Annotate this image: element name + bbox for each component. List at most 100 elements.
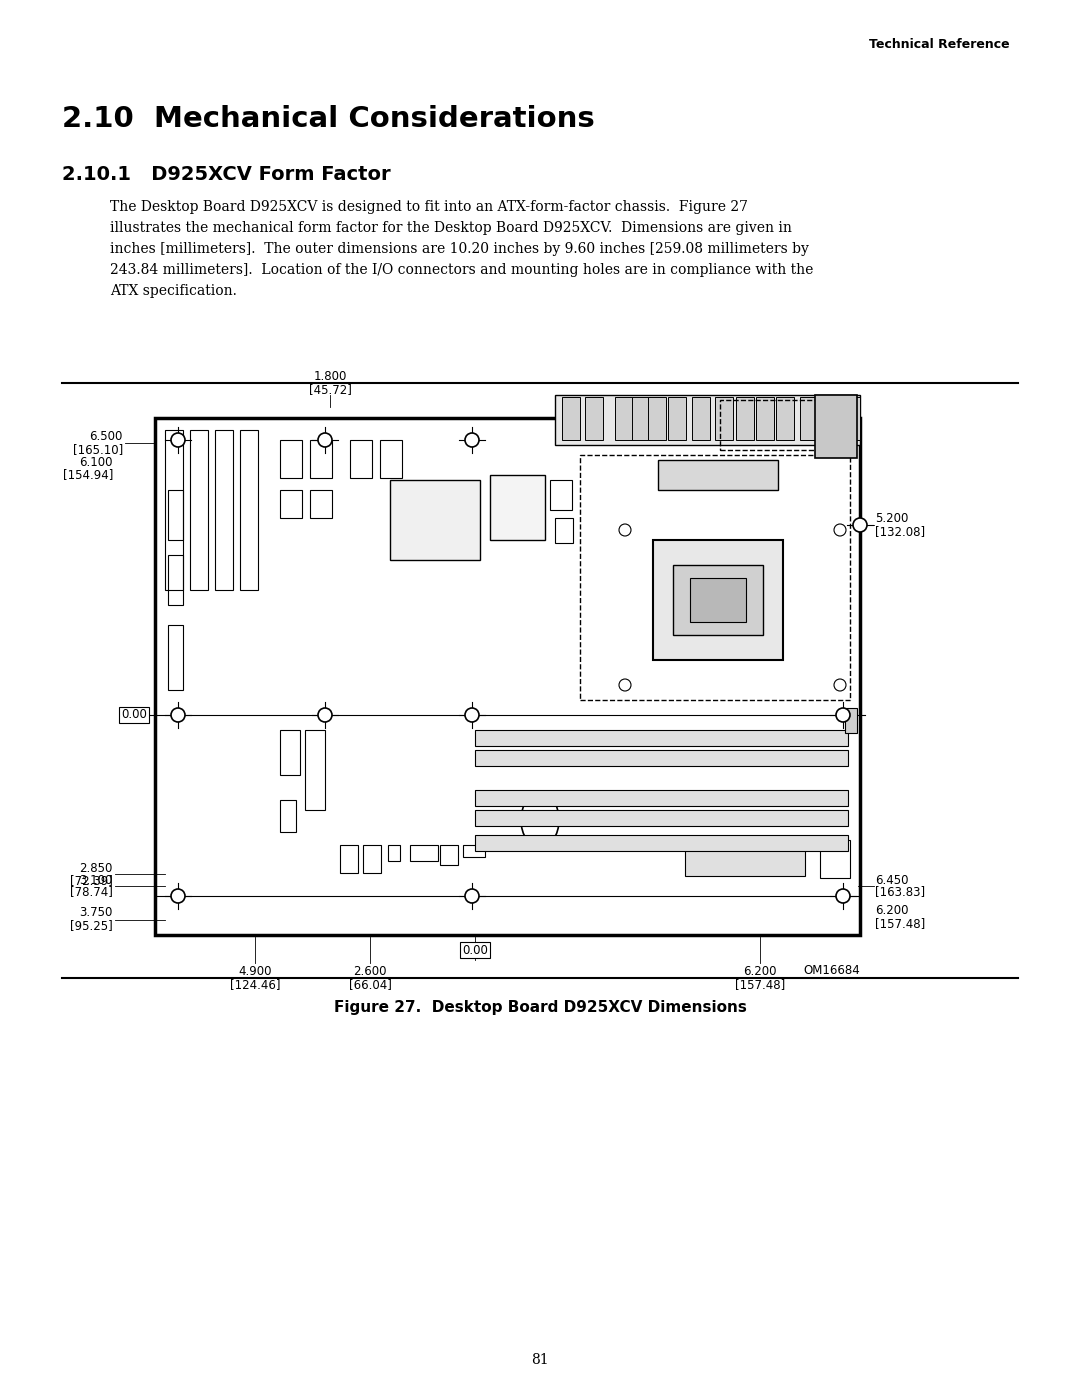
Text: The Desktop Board D925XCV is designed to fit into an ATX-form-factor chassis.  F: The Desktop Board D925XCV is designed to… bbox=[110, 200, 748, 214]
Circle shape bbox=[318, 708, 332, 722]
Text: 5.200: 5.200 bbox=[875, 513, 908, 525]
Text: [72.39]: [72.39] bbox=[70, 875, 113, 887]
Bar bbox=[190, 430, 208, 590]
Bar bbox=[310, 440, 332, 478]
Text: Figure 27.  Desktop Board D925XCV Dimensions: Figure 27. Desktop Board D925XCV Dimensi… bbox=[334, 1000, 746, 1016]
Bar bbox=[632, 397, 650, 440]
Bar bbox=[475, 789, 848, 806]
Bar bbox=[845, 708, 858, 733]
Text: 2.850: 2.850 bbox=[80, 862, 113, 875]
Bar bbox=[305, 731, 325, 810]
Bar bbox=[673, 564, 762, 636]
Bar bbox=[165, 430, 183, 590]
Text: [78.74]: [78.74] bbox=[70, 886, 113, 898]
Bar bbox=[815, 395, 858, 458]
Circle shape bbox=[171, 888, 185, 902]
Circle shape bbox=[834, 524, 846, 536]
Circle shape bbox=[619, 679, 631, 692]
Text: 0.00: 0.00 bbox=[121, 708, 147, 721]
Bar bbox=[842, 397, 860, 440]
Circle shape bbox=[619, 524, 631, 536]
Bar bbox=[215, 430, 233, 590]
Text: [165.10]: [165.10] bbox=[72, 443, 123, 457]
Text: 3.100: 3.100 bbox=[80, 873, 113, 887]
Bar bbox=[363, 845, 381, 873]
Circle shape bbox=[465, 433, 480, 447]
Bar bbox=[692, 397, 710, 440]
Circle shape bbox=[465, 708, 480, 722]
Text: 0.00: 0.00 bbox=[462, 943, 488, 957]
Bar bbox=[388, 845, 400, 861]
Text: 6.450: 6.450 bbox=[875, 873, 908, 887]
Bar bbox=[475, 810, 848, 826]
Circle shape bbox=[318, 433, 332, 447]
Bar bbox=[715, 397, 733, 440]
Bar bbox=[168, 555, 183, 605]
Bar bbox=[585, 397, 603, 440]
Ellipse shape bbox=[521, 792, 559, 848]
Circle shape bbox=[465, 888, 480, 902]
Text: 2.10.1   D925XCV Form Factor: 2.10.1 D925XCV Form Factor bbox=[62, 165, 391, 184]
Bar bbox=[410, 845, 438, 861]
Bar bbox=[820, 840, 850, 877]
Circle shape bbox=[853, 518, 867, 532]
Bar bbox=[800, 397, 818, 440]
Text: 6.200: 6.200 bbox=[743, 965, 777, 978]
Bar bbox=[825, 397, 843, 440]
Text: 6.500: 6.500 bbox=[90, 430, 123, 443]
Text: 243.84 millimeters].  Location of the I/O connectors and mounting holes are in c: 243.84 millimeters]. Location of the I/O… bbox=[110, 263, 813, 277]
Bar bbox=[280, 800, 296, 833]
Text: [132.08]: [132.08] bbox=[875, 525, 926, 538]
Bar bbox=[475, 835, 848, 851]
Bar bbox=[490, 475, 545, 541]
Bar bbox=[580, 455, 850, 700]
Bar bbox=[280, 490, 302, 518]
Circle shape bbox=[836, 888, 850, 902]
Text: [124.46]: [124.46] bbox=[230, 978, 280, 990]
Bar bbox=[156, 418, 860, 935]
Text: ATX specification.: ATX specification. bbox=[110, 284, 237, 298]
Bar bbox=[648, 397, 666, 440]
Text: [163.83]: [163.83] bbox=[875, 886, 926, 898]
Bar bbox=[340, 845, 357, 873]
Text: illustrates the mechanical form factor for the Desktop Board D925XCV.  Dimension: illustrates the mechanical form factor f… bbox=[110, 221, 792, 235]
Bar bbox=[350, 440, 372, 478]
Bar bbox=[240, 430, 258, 590]
Circle shape bbox=[836, 708, 850, 722]
Bar bbox=[440, 845, 458, 865]
Bar bbox=[463, 845, 485, 856]
Bar bbox=[756, 397, 774, 440]
Text: [157.48]: [157.48] bbox=[734, 978, 785, 990]
Bar bbox=[380, 440, 402, 478]
Bar bbox=[615, 397, 633, 440]
Bar bbox=[669, 397, 686, 440]
Text: [66.04]: [66.04] bbox=[349, 978, 391, 990]
Bar bbox=[735, 397, 754, 440]
Text: 81: 81 bbox=[531, 1354, 549, 1368]
Bar bbox=[280, 731, 300, 775]
Bar bbox=[555, 395, 860, 446]
Bar bbox=[168, 490, 183, 541]
Bar bbox=[168, 624, 183, 690]
Bar bbox=[658, 460, 778, 490]
Circle shape bbox=[171, 708, 185, 722]
Bar bbox=[280, 440, 302, 478]
Bar bbox=[555, 518, 573, 543]
Text: Technical Reference: Technical Reference bbox=[869, 38, 1010, 52]
Bar bbox=[390, 481, 480, 560]
Bar bbox=[475, 750, 848, 766]
Bar bbox=[720, 400, 855, 450]
Text: 6.200: 6.200 bbox=[875, 904, 908, 918]
Text: [157.48]: [157.48] bbox=[875, 918, 926, 930]
Bar bbox=[690, 578, 746, 622]
Text: OM16684: OM16684 bbox=[804, 964, 860, 977]
Bar bbox=[310, 490, 332, 518]
Text: 4.900: 4.900 bbox=[239, 965, 272, 978]
Text: 2.10  Mechanical Considerations: 2.10 Mechanical Considerations bbox=[62, 105, 595, 133]
Bar bbox=[777, 397, 794, 440]
Circle shape bbox=[171, 433, 185, 447]
Bar bbox=[475, 731, 848, 746]
Bar bbox=[562, 397, 580, 440]
Bar bbox=[653, 541, 783, 659]
Text: [154.94]: [154.94] bbox=[63, 468, 113, 482]
